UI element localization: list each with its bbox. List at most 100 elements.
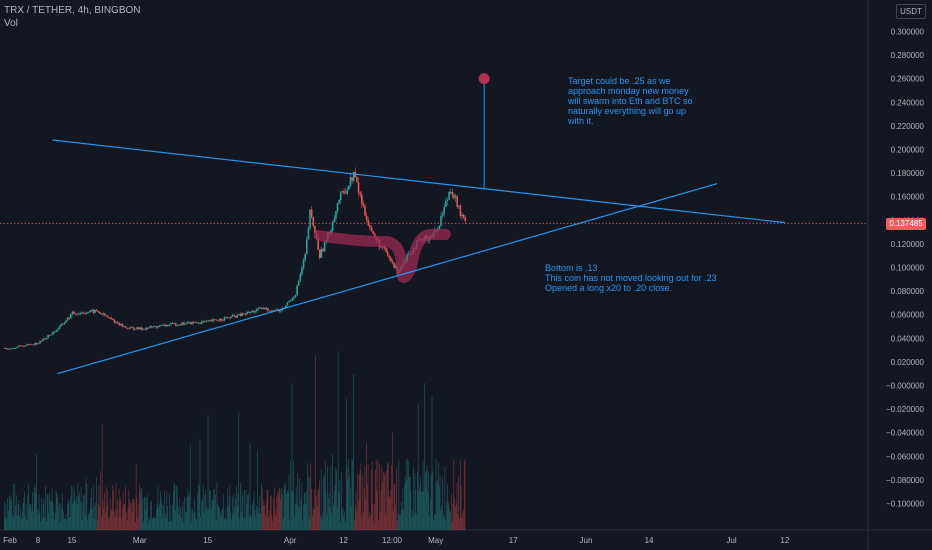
volume-bar <box>372 503 374 530</box>
volume-bar <box>220 516 222 530</box>
volume-bar <box>154 517 156 530</box>
candle-body <box>314 226 316 234</box>
volume-bar <box>107 489 109 530</box>
volume-bar <box>116 508 118 530</box>
volume-bar <box>214 488 215 530</box>
volume-bar <box>293 461 295 530</box>
candle-body <box>105 315 108 317</box>
target-note[interactable]: Target could be .25 as we approach monda… <box>568 76 693 126</box>
volume-bar <box>168 521 169 530</box>
candle-body <box>322 248 324 252</box>
volume-bar <box>225 508 227 530</box>
volume-bar <box>227 505 229 530</box>
volume-bar <box>395 504 396 530</box>
volume-bar <box>253 491 255 530</box>
candle-body <box>215 319 218 321</box>
volume-bar <box>324 474 325 530</box>
volume-bar <box>167 506 168 530</box>
volume-bar <box>233 493 235 530</box>
volume-bar <box>283 485 285 530</box>
volume-bar <box>134 521 136 530</box>
volume-bar <box>147 521 149 530</box>
target-note-line: approach monday new money <box>568 86 689 96</box>
volume-bar <box>421 491 422 530</box>
volume-bar <box>433 519 434 530</box>
volume-bar <box>184 497 185 530</box>
candle-body <box>221 320 224 322</box>
candle-body <box>262 307 264 309</box>
candle-body <box>285 305 287 308</box>
volume-bar <box>370 469 372 530</box>
candle-body <box>191 321 193 325</box>
volume-bar <box>451 521 453 530</box>
volume-bar <box>88 514 89 530</box>
bottom-note[interactable]: Bottom is .13 This coin has not moved lo… <box>545 263 717 293</box>
volume-bar <box>24 491 25 530</box>
volume-bar <box>359 470 361 530</box>
volume-bar <box>229 485 231 530</box>
volume-bar <box>387 462 389 530</box>
volume-bar <box>126 519 128 530</box>
volume-bar <box>88 512 90 530</box>
current-price-label: 0.137485 <box>886 218 926 230</box>
volume-bar <box>356 511 358 530</box>
volume-bar <box>132 499 134 530</box>
volume-bar <box>164 490 165 530</box>
volume-bar <box>384 472 386 530</box>
candle-body <box>66 317 69 321</box>
y-tick-label: 0.160000 <box>891 193 925 202</box>
volume-bar <box>68 500 70 530</box>
volume-bar <box>357 473 358 530</box>
volume-bar <box>53 510 55 530</box>
volume-bar <box>441 505 443 530</box>
candle-body <box>136 327 138 329</box>
volume-bar <box>222 508 223 530</box>
y-tick-label: −0.060000 <box>886 452 925 461</box>
volume-bar <box>323 477 324 530</box>
volume-bar <box>429 516 430 530</box>
candle-body <box>39 340 41 344</box>
currency-unit-badge[interactable]: USDT <box>896 4 926 19</box>
volume-bar <box>255 517 257 530</box>
volume-bar <box>76 504 78 530</box>
candle-body <box>306 239 308 254</box>
volume-bar <box>42 503 44 530</box>
volume-bar <box>442 514 444 530</box>
candle-body <box>212 319 214 322</box>
volume-bar <box>143 521 144 530</box>
volume-bar <box>443 517 445 530</box>
candle-body <box>449 192 452 193</box>
volume-bar <box>403 509 405 530</box>
volume-bar <box>421 492 423 530</box>
volume-bar <box>368 517 370 530</box>
candle-body <box>267 308 269 311</box>
volume-bar <box>161 503 163 530</box>
volume-bar <box>422 460 424 530</box>
candle-body <box>205 320 208 322</box>
volume-bar <box>325 494 327 530</box>
volume-bar <box>281 488 282 530</box>
volume-bar <box>109 516 110 530</box>
volume-bar <box>370 515 371 530</box>
candle-body <box>344 192 347 194</box>
volume-bar <box>388 496 390 530</box>
volume-bar <box>401 510 403 530</box>
volume-bar <box>234 507 236 530</box>
volume-bar <box>25 503 27 530</box>
volume-bar <box>119 500 121 530</box>
volume-bar <box>355 493 357 530</box>
volume-bar <box>252 504 253 530</box>
volume-bar <box>345 398 347 530</box>
candle-body <box>142 328 145 330</box>
candle-body <box>6 348 9 350</box>
candle-body <box>89 310 91 313</box>
volume-bar <box>113 490 114 530</box>
volume-bar <box>289 519 291 530</box>
volume-bar <box>290 490 292 530</box>
candle-body <box>163 324 166 327</box>
volume-bar <box>267 490 269 530</box>
candle-body <box>336 203 339 212</box>
volume-bar <box>449 509 451 530</box>
volume-bar <box>187 488 189 530</box>
